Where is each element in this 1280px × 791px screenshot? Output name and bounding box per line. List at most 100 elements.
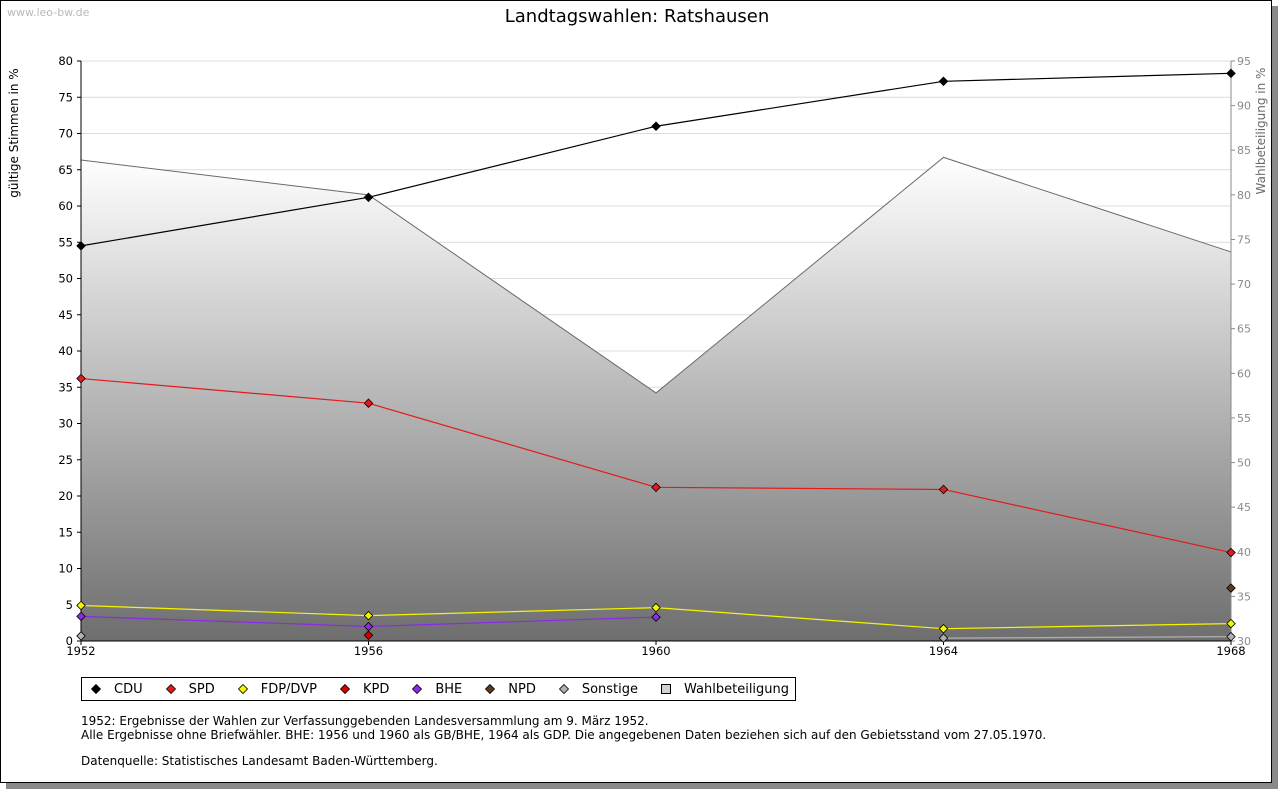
y-right-tick-label: 90 — [1237, 100, 1251, 113]
point-fdp-dvp-1956 — [363, 610, 374, 621]
y-tick-label: 40 — [58, 344, 73, 358]
point-sonstige-1968 — [1226, 631, 1236, 642]
legend-item-npd: NPD — [484, 682, 536, 697]
legend-label-fdp-dvp: FDP/DVP — [260, 681, 317, 697]
note-line-1: 1952: Ergebnisse der Wahlen zur Verfassu… — [81, 714, 649, 728]
legend-item-fdp-dvp: FDP/DVP — [237, 682, 317, 697]
y-tick-label: 80 — [58, 54, 73, 68]
legend-swatch-sonstige — [558, 683, 569, 695]
y-right-tick-label: 95 — [1237, 55, 1251, 68]
y-right-tick-label: 50 — [1237, 457, 1251, 470]
y-tick-label: 35 — [58, 380, 73, 394]
point-cdu-1964 — [938, 76, 949, 87]
legend-swatch-bhe — [412, 683, 423, 695]
legend-label-sonstige: Sonstige — [581, 681, 639, 697]
x-tick-label: 1964 — [929, 644, 958, 658]
legend-swatch-npd — [485, 683, 496, 695]
x-tick-label: 1960 — [641, 644, 670, 658]
x-tick-label: 1952 — [66, 644, 95, 658]
axes-layer — [77, 60, 1235, 645]
legend-label-npd: NPD — [508, 681, 536, 697]
point-spd-1968 — [1226, 547, 1236, 558]
turnout-area-layer — [80, 156, 1232, 641]
legend-label-cdu: CDU — [114, 681, 143, 697]
y-tick-label: 20 — [58, 489, 73, 503]
y-right-tick-label: 75 — [1237, 233, 1251, 246]
y-right-tick-label: 40 — [1237, 546, 1251, 559]
y-axis-title: gültige Stimmen in % — [7, 68, 21, 197]
point-fdp-dvp-1960 — [651, 602, 661, 613]
legend-item-spd: SPD — [165, 682, 215, 697]
series-line-sonstige — [943, 636, 1232, 639]
point-fdp-dvp-1952 — [76, 600, 86, 611]
y-right-tick-label: 55 — [1237, 412, 1251, 425]
y-right-tick-label: 30 — [1237, 635, 1251, 648]
y-tick-label: 30 — [58, 417, 73, 431]
legend-swatch-spd — [165, 683, 176, 695]
y-tick-label: 65 — [58, 163, 73, 177]
legend-item-cdu: CDU — [90, 682, 143, 697]
y-right-tick-label: 85 — [1237, 144, 1251, 157]
point-bhe-1960 — [651, 612, 661, 622]
y-tick-label: 10 — [58, 562, 73, 576]
point-sonstige-1952 — [76, 631, 86, 641]
legend-label-kpd: KPD — [362, 681, 390, 697]
point-spd-1960 — [651, 482, 661, 493]
legend-swatch-wahlbeteiligung — [661, 684, 672, 694]
legend-swatch-fdp-dvp — [237, 683, 248, 695]
legend-swatch-kpd — [339, 683, 351, 695]
point-spd-1952 — [76, 373, 86, 384]
point-fdp-dvp-1968 — [1226, 618, 1236, 629]
point-kpd-1956 — [363, 630, 374, 640]
data-source: Datenquelle: Statistisches Landesamt Bad… — [81, 754, 438, 768]
point-spd-1964 — [938, 484, 949, 495]
legend-item-kpd: KPD — [339, 682, 389, 697]
point-sonstige-1964 — [938, 633, 949, 643]
point-cdu-1956 — [363, 192, 374, 203]
y-tick-label: 0 — [66, 634, 73, 648]
y-tick-label: 25 — [58, 453, 73, 467]
point-cdu-1968 — [1226, 68, 1236, 79]
legend-label-bhe: BHE — [435, 681, 463, 697]
x-tick-label: 1956 — [354, 644, 383, 658]
x-tick-label: 1968 — [1216, 644, 1245, 658]
y-right-tick-label: 60 — [1237, 367, 1251, 380]
watermark: www.leo-bw.de — [7, 6, 90, 19]
y-right-tick-label: 45 — [1237, 501, 1251, 514]
legend: CDU SPD FDP/DVP KPD BHE NPD Sonstige Wahlbeteil… — [81, 677, 797, 701]
legend-item-bhe: BHE — [411, 682, 462, 697]
point-cdu-1952 — [76, 241, 86, 251]
y-tick-label: 75 — [58, 90, 73, 104]
y-tick-label: 60 — [58, 199, 73, 213]
point-fdp-dvp-1964 — [938, 623, 949, 634]
y-axis-right-title: Wahlbeteiligung in % — [1254, 68, 1268, 195]
tick-labels-layer: 0 5 10 15 20 25 30 35 40 45 50 55 60 65 70 75 80 30 35 40 45… — [7, 54, 1268, 658]
legend-item-sonstige: Sonstige — [558, 682, 638, 697]
chart-notes: 1952: Ergebnisse der Wahlen zur Verfassu… — [81, 714, 1046, 768]
chart-svg: 0 5 10 15 20 25 30 35 40 45 50 55 60 65 70 75 80 30 35 40 45… — [7, 54, 1268, 658]
y-tick-label: 45 — [58, 308, 73, 322]
legend-label-wahlbeteiligung: Wahlbeteiligung — [684, 681, 790, 697]
point-bhe-1952 — [76, 611, 86, 622]
legend-label-spd: SPD — [188, 681, 215, 697]
point-bhe-1956 — [363, 621, 374, 632]
turnout-area — [81, 157, 1231, 641]
turnout-area-outline — [80, 156, 1232, 394]
y-tick-label: 15 — [58, 525, 73, 539]
legend-swatch-cdu — [90, 683, 102, 695]
series-markers-layer — [76, 68, 1236, 643]
y-tick-label: 70 — [58, 127, 73, 141]
y-tick-label: 50 — [58, 272, 73, 286]
point-spd-1956 — [363, 398, 374, 408]
y-right-tick-label: 35 — [1237, 590, 1251, 603]
point-npd-1968 — [1226, 583, 1236, 593]
y-tick-label: 55 — [58, 235, 73, 249]
y-tick-label: 5 — [66, 598, 73, 612]
y-right-tick-label: 65 — [1237, 323, 1251, 336]
point-cdu-1960 — [651, 121, 661, 132]
chart-title: Landtagswahlen: Ratshausen — [504, 6, 770, 27]
note-line-2: Alle Ergebnisse ohne Briefwähler. BHE: 1… — [81, 728, 1047, 742]
y-right-tick-label: 80 — [1237, 189, 1251, 202]
y-right-tick-label: 70 — [1237, 278, 1251, 291]
